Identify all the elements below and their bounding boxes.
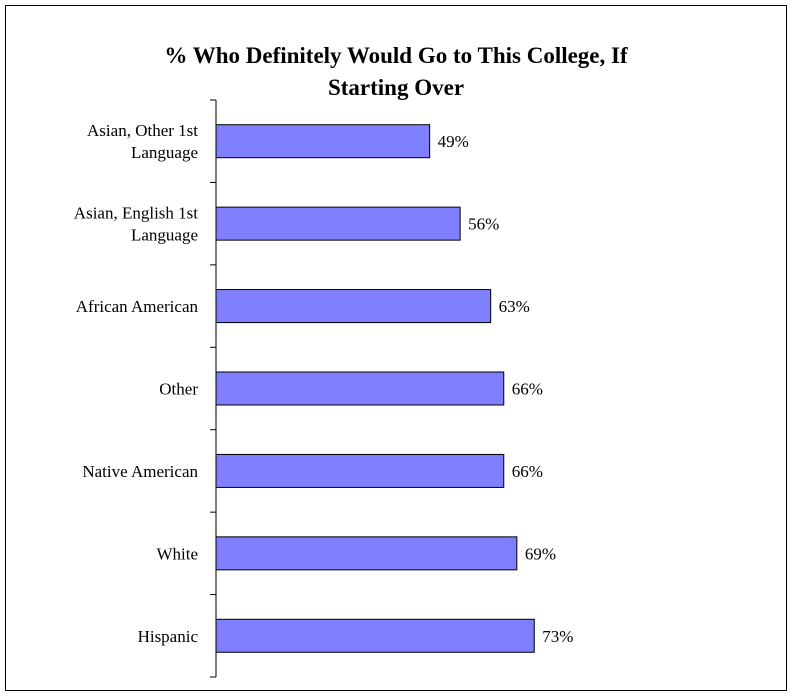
category-label: Other [159, 380, 198, 399]
bar [215, 371, 505, 406]
category-label: African American [76, 297, 199, 316]
data-label: 66% [512, 462, 543, 481]
category-label: Asian, Other 1st [87, 121, 198, 140]
data-label: 66% [512, 380, 543, 399]
category-label: White [156, 544, 198, 563]
data-label: 73% [542, 627, 573, 646]
bar [215, 536, 518, 571]
category-label: Hispanic [138, 627, 199, 646]
bar [215, 618, 535, 653]
bar [215, 206, 461, 241]
bar [215, 124, 431, 159]
category-label: Language [131, 143, 198, 162]
plot-area: 49% Asian, Other 1st Language 56% Asian, Eng… [74, 99, 573, 678]
data-label: 69% [525, 544, 556, 563]
chart-title-line-1: % Who Definitely Would Go to This Colleg… [164, 43, 628, 68]
bar [215, 453, 505, 488]
chart-frame [5, 5, 787, 691]
data-label: 49% [438, 132, 469, 151]
chart-title-line-2: Starting Over [328, 75, 464, 100]
category-label: Language [131, 226, 198, 245]
category-label: Asian, English 1st [74, 204, 198, 223]
data-label: 63% [499, 297, 530, 316]
category-label: Native American [82, 462, 198, 481]
data-label: 56% [468, 215, 499, 234]
bar [215, 289, 492, 324]
